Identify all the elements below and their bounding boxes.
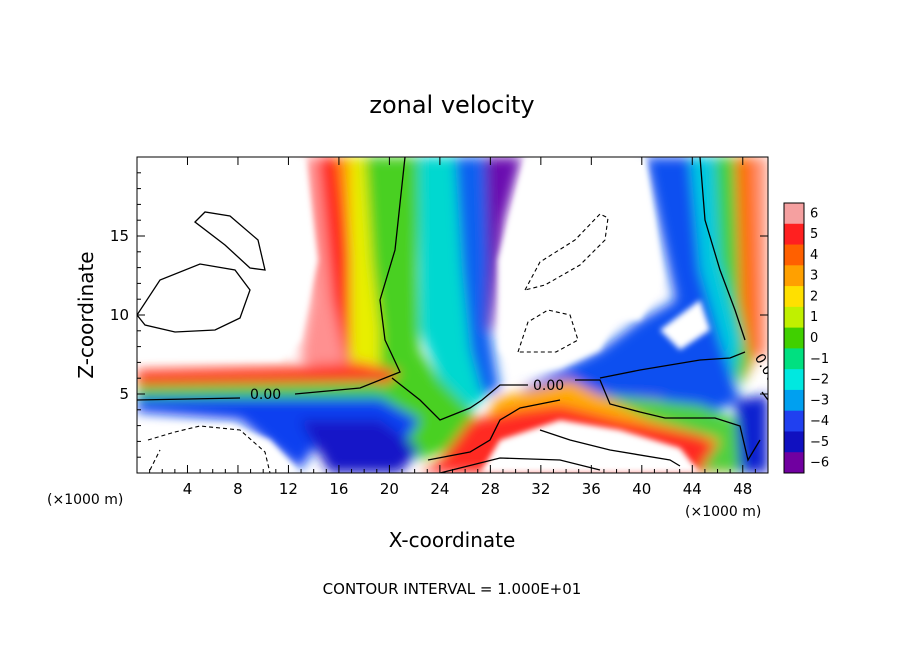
colorbar-swatch [784,410,804,432]
y-axis: 5 10 15 [110,172,768,458]
colorbar-label: −4 [810,414,829,429]
chart-title: zonal velocity [369,91,534,119]
field-red-core-left [318,157,405,375]
colorbar-label: 0 [810,331,818,346]
field-darkblue-left [300,420,420,473]
x-unit-left: (×1000 m) [47,492,123,508]
colorbar: 6 5 4 3 2 1 0 −1 −2 −3 −4 −5 −6 [783,202,829,474]
colorbar-label: −5 [810,435,829,450]
x-tick-label: 40 [632,480,651,498]
x-tick-label: 32 [531,480,550,498]
velocity-field: 0.00 0.00 0.00 [137,157,768,473]
x-tick-label: 44 [683,480,702,498]
x-tick-label: 20 [380,480,399,498]
contour-solid-loop2 [137,263,251,333]
field-green-lower [600,395,760,473]
colorbar-label: 3 [810,269,818,284]
colorbar-label: 1 [810,310,818,325]
contour-dashed-loop1 [523,213,609,291]
contour-zero-lower [427,399,561,461]
field-green-band [365,157,480,460]
contour-dashed-lower-left [147,425,271,473]
contour-dashed [147,213,609,473]
colorbar-swatch [784,244,804,266]
field-blue-right [520,157,740,420]
x-tick-label: 24 [430,480,449,498]
colorbar-label: 5 [810,227,818,242]
x-tick-label: 12 [279,480,298,498]
colorbar-swatch [784,452,804,474]
colorbar-swatch [784,203,804,225]
field-blue-jet-left [137,398,420,470]
colorbar-label: −1 [810,352,829,367]
field-purple-band [485,157,522,330]
colorbar-label: 6 [810,206,818,221]
field-white-lower-left [137,425,300,473]
field-white-notch [660,300,710,350]
contour-label: 0.00 [533,378,564,394]
contour-dashed-loop2 [517,309,579,353]
colorbar-swatch [784,431,804,453]
contour-label: 0.00 [250,387,281,403]
colorbar-swatch [784,389,804,412]
colorbar-label: −6 [810,456,829,471]
x-axis: 4 8 12 16 20 24 28 32 36 40 44 48 [149,157,756,498]
contour-lines [137,157,768,473]
x-axis-title: X-coordinate [389,528,516,552]
colorbar-label: −2 [810,373,829,388]
colorbar-swatch [784,306,804,329]
field-white-upper-left [137,157,318,360]
x-tick-label: 4 [183,480,193,498]
contour-solid-lower [439,429,681,473]
contour-zero-right [699,157,746,341]
colorbar-label: 2 [810,289,818,304]
x-tick-label: 16 [329,480,348,498]
colorbar-swatch [784,286,804,308]
colorbar-swatch [784,223,804,246]
colorbar-frame [783,202,805,474]
contour-interval-note: CONTOUR INTERVAL = 1.000E+01 [323,580,582,598]
colorbar-swatch [784,348,804,370]
colorbar-swatch [784,265,804,287]
colorbar-swatch [784,369,804,391]
x-tick-label: 8 [233,480,243,498]
y-tick-label: 5 [119,385,129,403]
x-tick-label: 28 [481,480,500,498]
x-unit-right: (×1000 m) [685,504,761,520]
contour-zero-main [137,157,768,462]
colorbar-label: −3 [810,393,829,408]
y-tick-label: 10 [110,306,129,324]
y-tick-label: 15 [110,227,129,245]
colorbar-swatch [784,327,804,349]
x-tick-label: 48 [733,480,752,498]
x-tick-label: 36 [582,480,601,498]
y-axis-title: Z-coordinate [74,251,98,378]
field-green-right [710,157,750,390]
colorbar-label: 4 [810,248,818,263]
contour-solid-loop1 [194,211,266,271]
field-blue-lower-right [735,395,768,473]
